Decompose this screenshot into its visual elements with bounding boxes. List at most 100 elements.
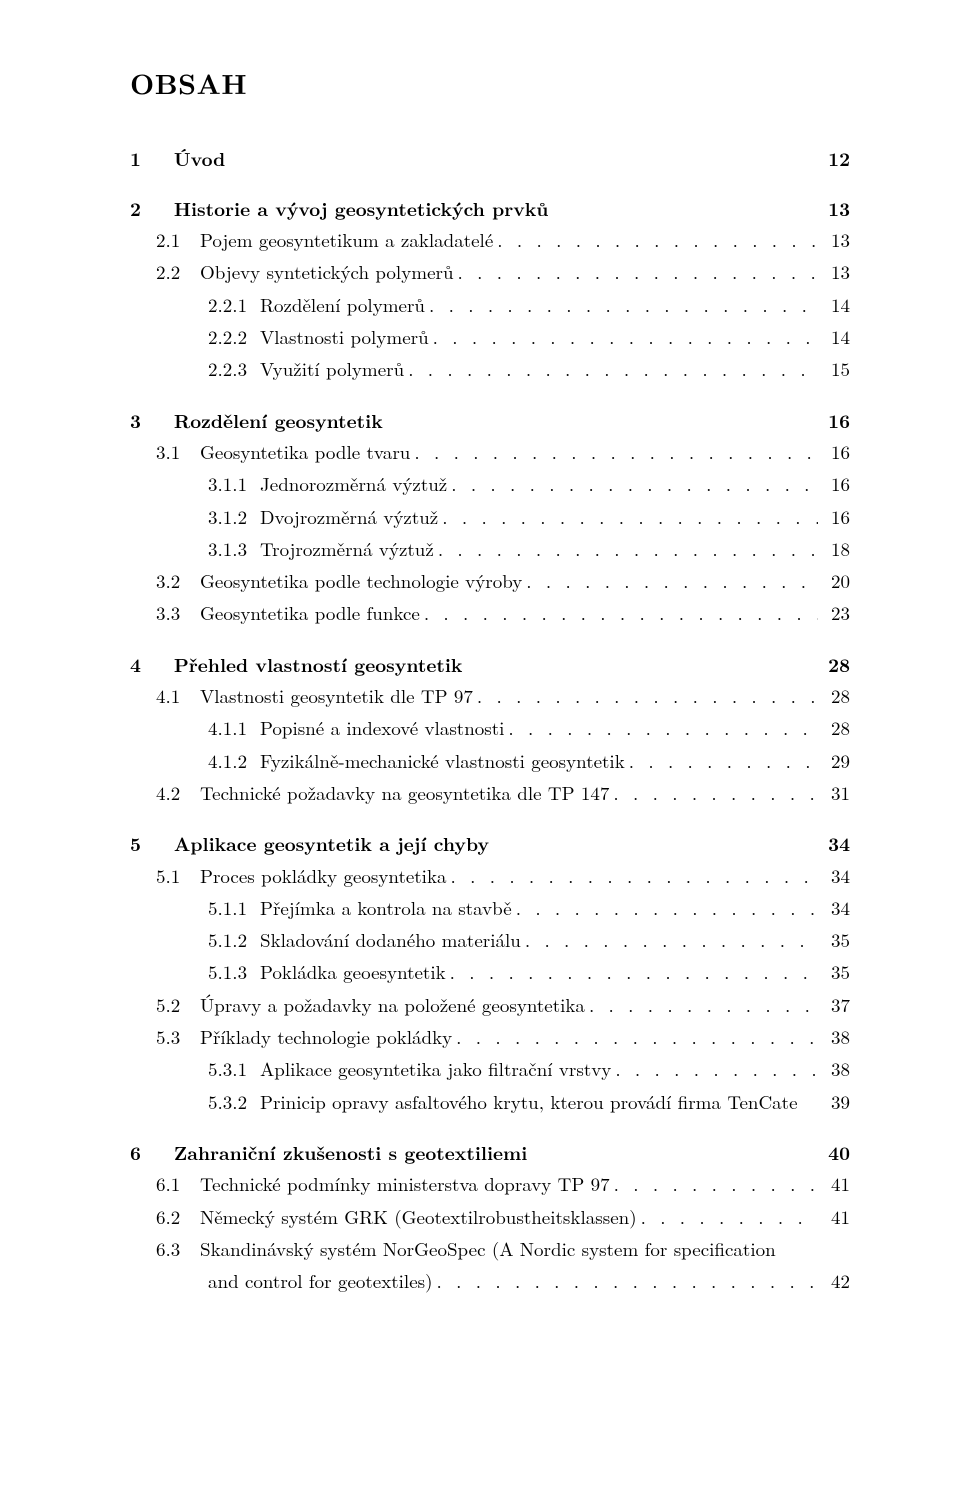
toc-entry-text: Geosyntetika podle technologie výroby [200,565,522,597]
toc-entry: 5.1.3Pokládka geoesyntetik35 [130,956,850,988]
toc-entry-number: 6.3 [156,1233,200,1265]
toc-entry-page: 13 [822,224,850,256]
toc-entry: 3.1.1Jednorozměrná výztuž16 [130,468,850,500]
toc-entry-page: 40 [822,1136,850,1168]
toc-entry-page: 15 [822,353,850,385]
toc-entry-page: 42 [822,1265,850,1297]
toc-entry: 4.2Technické požadavky na geosyntetika d… [130,777,850,809]
toc-entry-page: 18 [822,533,850,565]
toc-entry: 3 Rozdělení geosyntetik16 [130,404,850,436]
toc-entry-text: Rozdělení polymerů [260,289,425,321]
toc-entry-page: 13 [822,256,850,288]
toc-entry-number: 4.1.1 [208,712,260,744]
toc-title: OBSAH [130,60,850,108]
toc-entry-text: Úpravy a požadavky na položené geosyntet… [200,989,585,1021]
toc-entry-number: 2.1 [156,224,200,256]
toc-entry: 3.1.2Dvojrozměrná výztuž16 [130,501,850,533]
toc-entry: 3.1Geosyntetika podle tvaru16 [130,436,850,468]
toc-entry-text: and control for geotextiles) [208,1265,433,1297]
toc-entry: 6 Zahraniční zkušenosti s geotextiliemi 4… [130,1136,850,1168]
toc-entry: 5.3Příklady technologie pokládky 38 [130,1021,850,1053]
toc-entry-page: 28 [822,712,850,744]
toc-entry-page: 28 [822,680,850,712]
toc-entry-page: 34 [822,827,850,859]
toc-leaders [456,1021,818,1053]
toc-entry-page: 35 [822,924,850,956]
toc-leaders [589,989,818,1021]
toc-page: OBSAH 1 Úvod12 2 Historie a vývoj geosynt… [0,0,960,1502]
toc-entry-number: 6 [130,1136,152,1168]
toc-entry: 4 Přehled vlastností geosyntetik28 [130,648,850,680]
toc-leaders [438,533,818,565]
toc-entry-text: Přejímka a kontrola na stavbě [260,892,512,924]
toc-entry-number: 3 [130,404,152,436]
toc-entry-continuation: and control for geotextiles) 42 [130,1265,850,1297]
toc-entry-text: Skandinávský systém NorGeoSpec (A Nordic… [200,1233,776,1265]
toc-leaders [516,892,818,924]
toc-entry-text: Přehled vlastností geosyntetik [152,648,462,680]
toc-entry-number: 5.2 [156,989,200,1021]
toc-entry-page: 37 [822,989,850,1021]
toc-entry: 4.1.1Popisné a indexové vlastnosti 28 [130,712,850,744]
toc-entry-text: Zahraniční zkušenosti s geotextiliemi [152,1136,527,1168]
toc-entry: 5.1.1Přejímka a kontrola na stavbě34 [130,892,850,924]
toc-entry-number: 5.3 [156,1021,200,1053]
toc-entry-page: 38 [822,1021,850,1053]
toc-entry: 5.2Úpravy a požadavky na položené geosyn… [130,989,850,1021]
toc-entry: 6.3Skandinávský systém NorGeoSpec (A Nor… [130,1233,850,1265]
toc-entry-text: Skladování dodaného materiálu [260,924,521,956]
toc-leaders [613,777,818,809]
toc-entry: 3.1.3Trojrozměrná výztuž18 [130,533,850,565]
toc-entry-text: Aplikace geosyntetika jako filtrační vrs… [260,1053,611,1085]
toc-leaders [641,1201,818,1233]
toc-entry-text: Technické požadavky na geosyntetika dle … [200,777,609,809]
toc-entry-text: Geosyntetika podle tvaru [200,436,410,468]
toc-leaders [497,224,818,256]
toc-entry-page: 41 [822,1168,850,1200]
toc-entry-page: 16 [822,468,850,500]
toc-entry: 5.3.2Prinicip opravy asfaltového krytu, … [130,1086,850,1118]
toc-entry-text: Popisné a indexové vlastnosti [260,712,504,744]
toc-entry-text: Fyzikálně-mechanické vlastnosti geosynte… [260,745,625,777]
toc-entry: 2 Historie a vývoj geosyntetických prvků… [130,192,850,224]
toc-entry-number: 3.1.3 [208,533,260,565]
toc-entry: 4.1.2Fyzikálně-mechanické vlastnosti geo… [130,745,850,777]
toc-entry-page: 23 [822,597,850,629]
toc-entry-number: 2.2.2 [208,321,260,353]
toc-entry: 6.2Německý systém GRK (Geotextilrobusthe… [130,1201,850,1233]
toc-entry: 2.1Pojem geosyntetikum a zakladatelé13 [130,224,850,256]
toc-entry-page: 16 [822,501,850,533]
toc-leaders [433,321,818,353]
toc-entry-number: 5.1.3 [208,956,260,988]
toc-entry-number: 5 [130,827,152,859]
toc-entry-text: Aplikace geosyntetik a její chyby [152,827,489,859]
toc-entry: 2.2.3Využití polymerů15 [130,353,850,385]
toc-entry-number: 4.1.2 [208,745,260,777]
toc-entry-page: 16 [822,436,850,468]
toc-entry-page: 28 [822,648,850,680]
toc-entry: 5.3.1Aplikace geosyntetika jako filtračn… [130,1053,850,1085]
toc-entry-number: 6.1 [156,1168,200,1200]
toc-entry-text: Příklady technologie pokládky [200,1021,452,1053]
toc-entry-text: Pokládka geoesyntetik [260,956,446,988]
toc-leaders [437,1265,818,1297]
toc-entry-text: Dvojrozměrná výztuž [260,501,438,533]
toc-entry-number: 3.2 [156,565,200,597]
toc-leaders [629,745,818,777]
toc-entry: 3.2Geosyntetika podle technologie výroby… [130,565,850,597]
toc-entry-page: 16 [822,404,850,436]
toc-entry-page: 38 [822,1053,850,1085]
toc-leaders [477,680,818,712]
toc-entry-text: Německý systém GRK (Geotextilrobustheits… [200,1201,637,1233]
toc-leaders [451,860,819,892]
toc-entry: 4.1Vlastnosti geosyntetik dle TP 9728 [130,680,850,712]
toc-entry-page: 14 [822,321,850,353]
toc-entry-page: 34 [822,860,850,892]
toc-entry-text: Vlastnosti polymerů [260,321,429,353]
toc-entry-text: Proces pokládky geosyntetika [200,860,447,892]
toc-entry-number: 2.2.3 [208,353,260,385]
toc-entry-number: 4.1 [156,680,200,712]
toc-entry-number: 3.1.1 [208,468,260,500]
toc-entry-page: 12 [822,142,850,174]
toc-entry: 1 Úvod12 [130,142,850,174]
